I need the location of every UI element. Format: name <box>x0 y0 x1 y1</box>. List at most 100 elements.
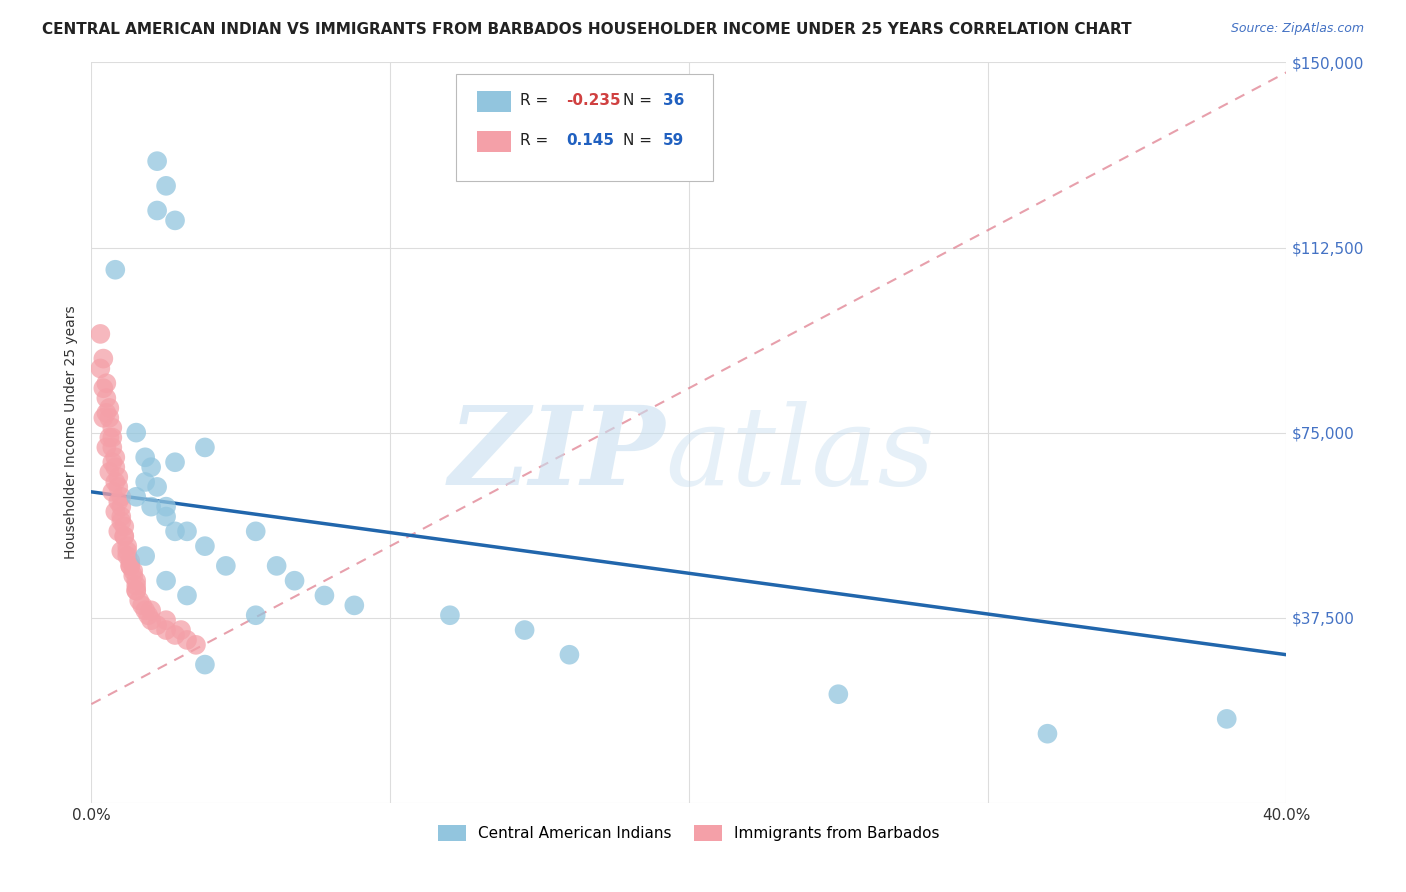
Point <box>125 583 148 598</box>
Point <box>134 603 156 617</box>
Point <box>134 549 156 563</box>
Text: R =: R = <box>520 94 554 109</box>
Point <box>89 361 111 376</box>
Point <box>115 539 138 553</box>
Y-axis label: Householder Income Under 25 years: Householder Income Under 25 years <box>65 306 79 559</box>
Text: CENTRAL AMERICAN INDIAN VS IMMIGRANTS FROM BARBADOS HOUSEHOLDER INCOME UNDER 25 : CENTRAL AMERICAN INDIAN VS IMMIGRANTS FR… <box>42 22 1132 37</box>
Point <box>176 632 198 647</box>
Point <box>163 628 186 642</box>
Point <box>141 603 163 617</box>
Point <box>136 608 159 623</box>
Point <box>170 623 193 637</box>
Point <box>128 593 150 607</box>
Point <box>194 441 217 455</box>
Point <box>194 539 217 553</box>
Point <box>101 431 124 445</box>
Point <box>110 509 132 524</box>
Point <box>96 441 118 455</box>
Point <box>155 613 177 627</box>
Point <box>107 480 129 494</box>
Point <box>343 599 366 613</box>
Point <box>98 431 121 445</box>
Point <box>125 490 148 504</box>
Point <box>110 500 132 514</box>
Text: Source: ZipAtlas.com: Source: ZipAtlas.com <box>1230 22 1364 36</box>
Point <box>101 420 124 434</box>
Point <box>176 589 198 603</box>
Point <box>115 549 138 563</box>
Point <box>155 178 177 193</box>
Point <box>125 579 148 593</box>
Point <box>104 475 127 489</box>
Point <box>146 618 169 632</box>
Point <box>93 381 115 395</box>
Point <box>107 524 129 539</box>
Point <box>194 657 217 672</box>
Text: R =: R = <box>520 134 554 148</box>
Point <box>155 509 177 524</box>
Point <box>96 376 118 391</box>
Point <box>93 410 115 425</box>
FancyBboxPatch shape <box>456 73 713 181</box>
Point <box>125 425 148 440</box>
FancyBboxPatch shape <box>478 131 510 152</box>
Point <box>110 544 132 558</box>
Text: 59: 59 <box>662 134 683 148</box>
Point <box>112 529 135 543</box>
Point <box>141 500 163 514</box>
Point <box>107 470 129 484</box>
Text: N =: N = <box>623 134 657 148</box>
Point <box>155 500 177 514</box>
Point <box>827 687 849 701</box>
Point <box>104 450 127 465</box>
Point <box>163 524 186 539</box>
Point <box>558 648 581 662</box>
Point <box>146 480 169 494</box>
Point <box>110 490 132 504</box>
Point <box>1216 712 1239 726</box>
Point <box>155 574 177 588</box>
Point <box>245 524 267 539</box>
Point <box>155 623 177 637</box>
Point <box>104 262 127 277</box>
Point <box>107 494 129 508</box>
Point <box>120 554 142 568</box>
Point <box>120 558 142 573</box>
Point <box>96 391 118 405</box>
FancyBboxPatch shape <box>478 91 510 112</box>
Point <box>120 558 142 573</box>
Text: 36: 36 <box>662 94 685 109</box>
Point <box>163 455 186 469</box>
Point <box>89 326 111 341</box>
Legend: Central American Indians, Immigrants from Barbados: Central American Indians, Immigrants fro… <box>432 819 946 847</box>
Point <box>96 406 118 420</box>
Point <box>125 583 148 598</box>
Point <box>245 608 267 623</box>
Point <box>513 623 536 637</box>
Point <box>1036 727 1059 741</box>
Point <box>146 203 169 218</box>
Point <box>146 154 169 169</box>
Point <box>101 484 124 499</box>
Point <box>112 529 135 543</box>
Point <box>184 638 207 652</box>
Point <box>110 515 132 529</box>
Point <box>98 401 121 415</box>
Point <box>314 589 336 603</box>
Point <box>112 519 135 533</box>
Text: atlas: atlas <box>665 401 935 508</box>
Point <box>141 613 163 627</box>
Text: ZIP: ZIP <box>449 401 665 508</box>
Point <box>134 475 156 489</box>
Point <box>134 450 156 465</box>
Text: -0.235: -0.235 <box>565 94 620 109</box>
Point <box>98 465 121 479</box>
Point <box>141 460 163 475</box>
Point <box>131 599 153 613</box>
Point <box>93 351 115 366</box>
Point <box>284 574 307 588</box>
Point <box>439 608 461 623</box>
Point <box>122 564 145 578</box>
Text: 0.145: 0.145 <box>565 134 614 148</box>
Point <box>215 558 238 573</box>
